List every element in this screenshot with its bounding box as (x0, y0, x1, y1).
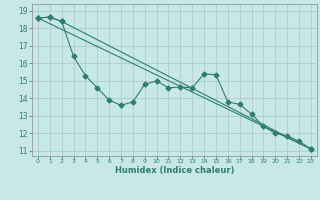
X-axis label: Humidex (Indice chaleur): Humidex (Indice chaleur) (115, 166, 234, 175)
